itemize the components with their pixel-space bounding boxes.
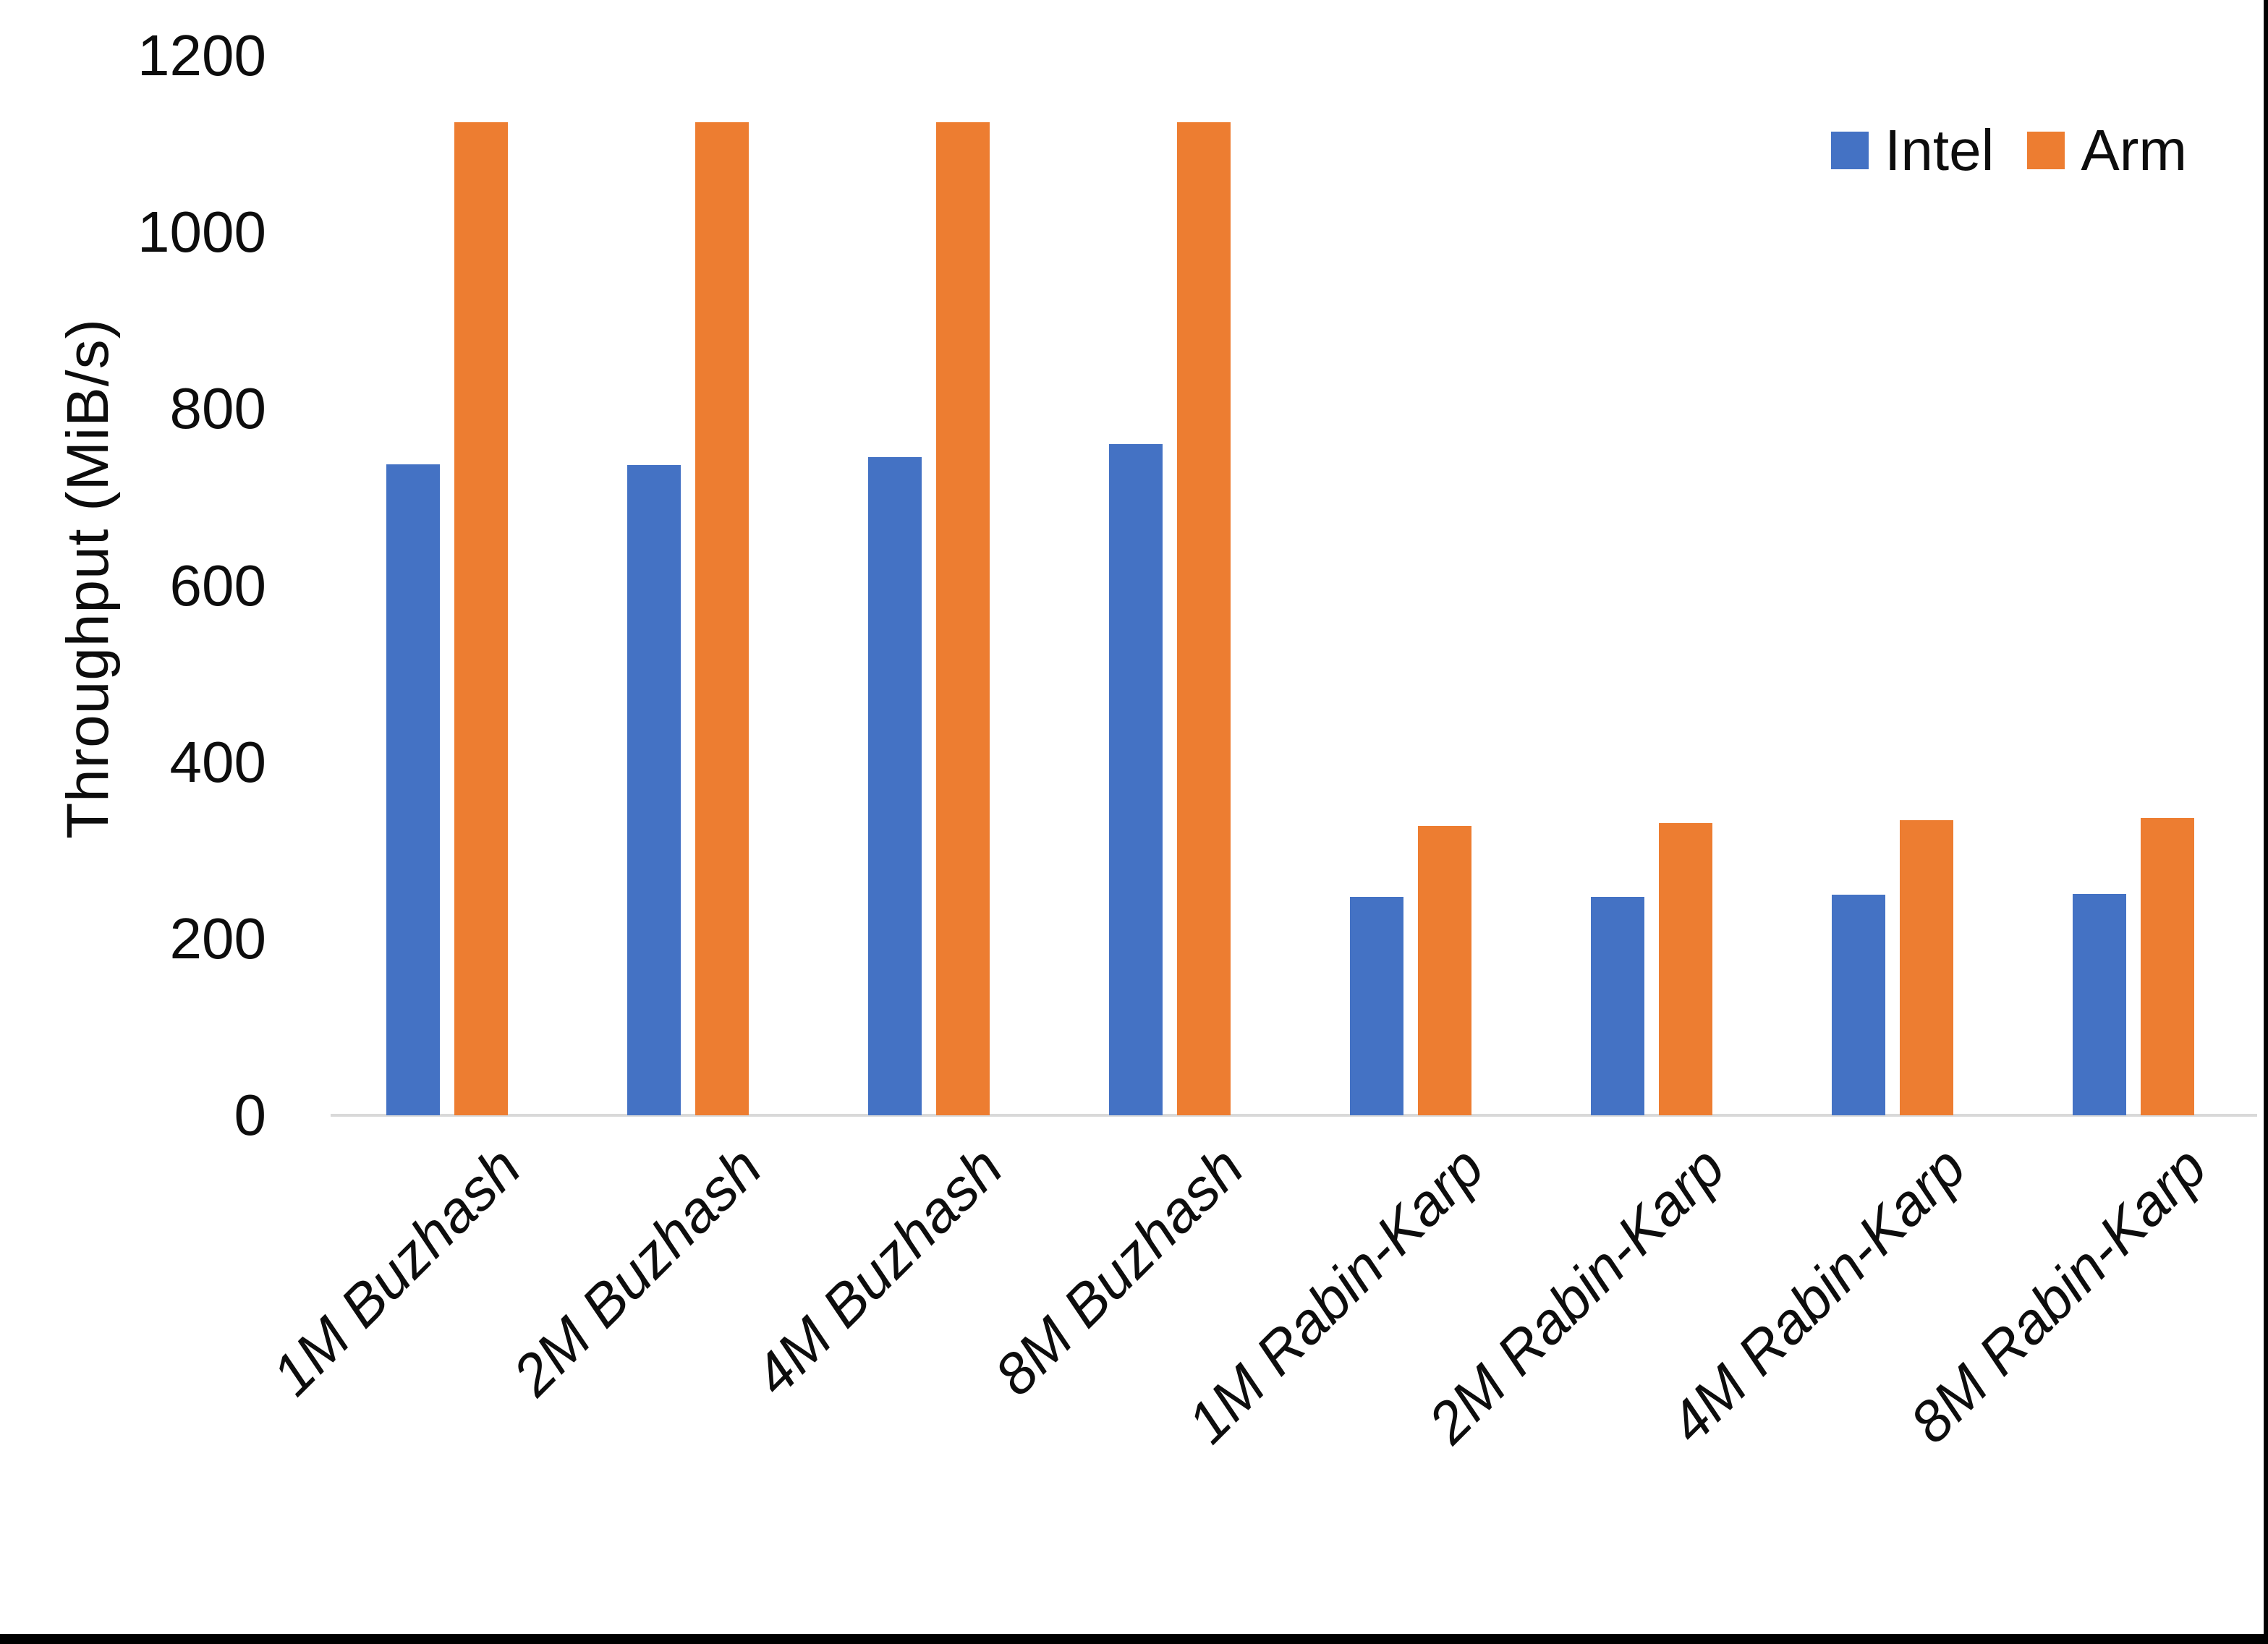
y-tick-label-0: 0: [234, 1083, 267, 1147]
y-tick-label-1000: 1000: [137, 200, 266, 265]
window-edge-bottom: [0, 1634, 2268, 1644]
arm-series-swatch: [2027, 132, 2065, 169]
x-label-1m-buzhash: 1M Buzhash: [259, 1134, 533, 1408]
y-tick-label-1200: 1200: [137, 23, 266, 88]
legend-item-intel: Intel: [1831, 122, 1994, 179]
bar-intel-1m-buzhash: [386, 464, 440, 1115]
bar-arm-1m-rabin-karp: [1417, 826, 1471, 1115]
legend-label-intel: Intel: [1885, 118, 1995, 182]
y-tick-label-600: 600: [169, 553, 266, 618]
bar-intel-1m-rabin-karp: [1349, 897, 1403, 1115]
x-label-2m-buzhash: 2M Buzhash: [500, 1134, 774, 1408]
window-edge-right: [2264, 0, 2268, 1644]
bar-intel-8m-buzhash: [1108, 444, 1163, 1115]
bar-intel-8m-rabin-karp: [2072, 894, 2126, 1115]
y-tick-label-200: 200: [169, 906, 266, 971]
bar-arm-8m-buzhash: [1176, 122, 1231, 1115]
bar-intel-2m-rabin-karp: [1590, 897, 1644, 1115]
bar-arm-8m-rabin-karp: [2140, 818, 2194, 1115]
x-axis-line: [331, 1114, 2257, 1117]
bar-arm-4m-buzhash: [935, 122, 990, 1115]
x-label-4m-buzhash: 4M Buzhash: [741, 1134, 1015, 1408]
bar-intel-4m-rabin-karp: [1831, 895, 1885, 1115]
bar-intel-4m-buzhash: [867, 457, 922, 1115]
legend: Intel Arm: [1831, 122, 2187, 179]
bar-arm-2m-rabin-karp: [1658, 823, 1712, 1115]
y-tick-label-800: 800: [169, 376, 266, 441]
legend-label-arm: Arm: [2081, 118, 2187, 182]
bar-arm-4m-rabin-karp: [1899, 820, 1953, 1115]
intel-series-swatch: [1831, 132, 1869, 169]
y-tick-label-400: 400: [169, 729, 266, 794]
bar-intel-2m-buzhash: [627, 465, 681, 1115]
bar-arm-2m-buzhash: [695, 122, 749, 1115]
legend-item-arm: Arm: [2027, 122, 2187, 179]
bar-arm-1m-buzhash: [454, 122, 508, 1115]
